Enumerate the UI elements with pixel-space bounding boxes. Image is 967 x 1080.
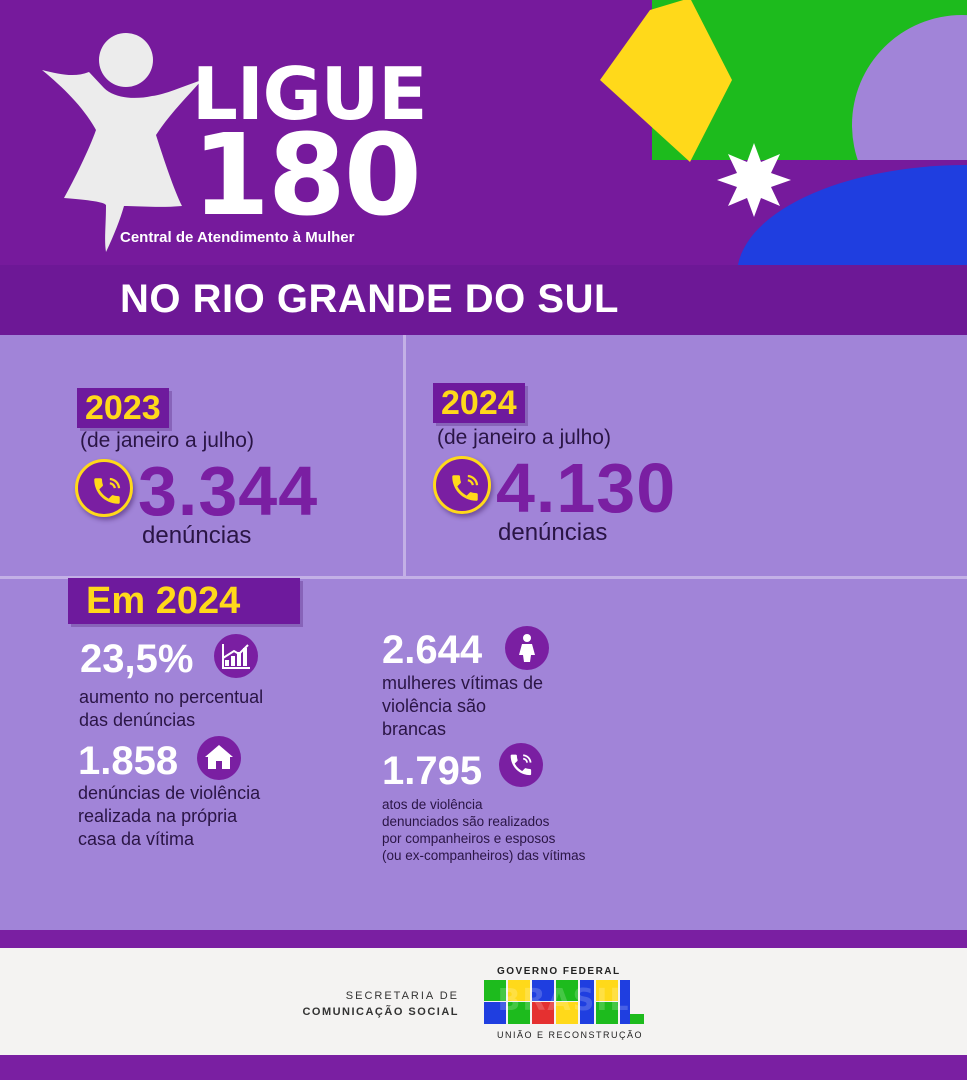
denuncias-2023-label: denúncias [142, 522, 252, 549]
increase-value: 23,5% [80, 637, 194, 681]
white-women-value: 2.644 [382, 628, 483, 672]
white-women-desc: mulheres vítimas de violência são branca… [382, 673, 544, 739]
year-badge-2023: 2023 [77, 388, 169, 428]
partner-violence-value: 1.795 [382, 749, 483, 793]
logo-ligue: LIGUE [192, 52, 427, 136]
growth-chart-icon [214, 634, 258, 678]
phone-icon [433, 456, 491, 514]
phone-icon [499, 743, 543, 787]
denuncias-2024-label: denúncias [498, 519, 608, 546]
woman-figure-icon [42, 33, 202, 252]
svg-text:BRASIL: BRASIL [497, 983, 630, 1018]
increase-desc: aumento no percentual das denúncias [79, 687, 264, 730]
logo-subtitle: Central de Atendimento à Mulher [120, 229, 355, 246]
section-badge-em-2024: Em 2024 [68, 578, 300, 624]
page-title: NO RIO GRANDE DO SUL [120, 277, 619, 321]
woman-icon [505, 626, 549, 670]
vertical-divider [403, 335, 406, 578]
title-bar [0, 265, 967, 335]
brazil-flag-decoration [567, 0, 967, 265]
footer-top-band [0, 930, 967, 948]
brasil-logo: BRASIL [484, 980, 644, 1024]
footer-bottom-band [0, 1055, 967, 1080]
gov-federal-label: GOVERNO FEDERAL [497, 966, 621, 977]
uniao-reconstrucao-label: UNIÃO E RECONSTRUÇÃO [497, 1030, 644, 1040]
logo-number: 180 [192, 111, 422, 241]
phone-icon [75, 459, 133, 517]
home-violence-value: 1.858 [78, 739, 179, 783]
denuncias-2024-value: 4.130 [496, 449, 677, 527]
header-banner: LIGUE 180 Central de Atendimento à Mulhe… [0, 0, 967, 265]
horizontal-divider [0, 576, 967, 579]
year-badge-2024: 2024 [433, 383, 525, 423]
period-2023: (de janeiro a julho) [80, 429, 254, 452]
period-2024: (de janeiro a julho) [437, 426, 611, 449]
secretaria-logo: SECRETARIA DE COMUNICAÇÃO SOCIAL [302, 990, 459, 1018]
main-panel [0, 335, 967, 930]
partner-violence-desc: atos de violência denunciados são realiz… [382, 797, 586, 863]
house-icon [197, 736, 241, 780]
footer [0, 948, 967, 1055]
home-violence-desc: denúncias de violência realizada na próp… [78, 783, 261, 849]
denuncias-2023-value: 3.344 [138, 452, 319, 530]
